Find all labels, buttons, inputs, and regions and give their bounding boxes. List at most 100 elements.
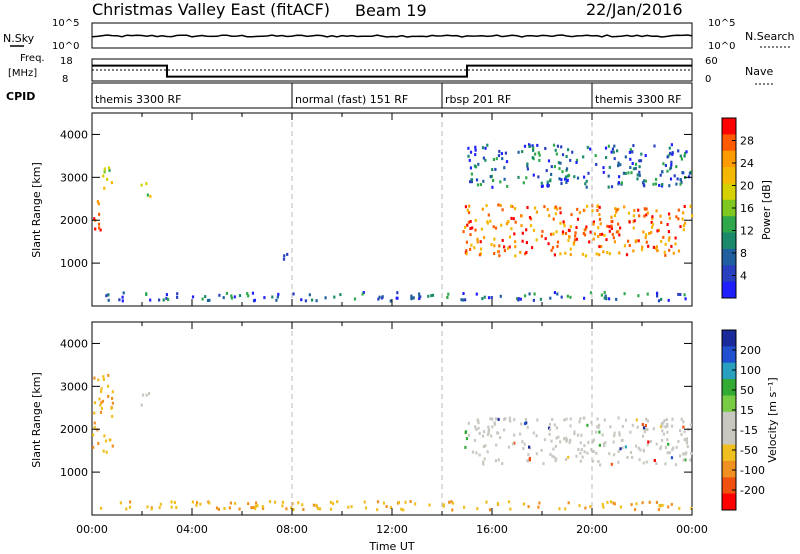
data-cell — [353, 297, 357, 301]
data-cell — [682, 228, 685, 232]
data-cell — [686, 445, 689, 449]
data-cell — [497, 203, 500, 207]
data-cell — [646, 211, 649, 215]
y-tick-label: 1000 — [60, 466, 88, 479]
data-cell — [613, 453, 616, 457]
data-cell — [223, 507, 226, 510]
data-cell — [681, 171, 684, 174]
data-cell — [653, 459, 656, 462]
data-cell — [525, 421, 528, 425]
data-cell — [486, 450, 489, 454]
colorbar-tick-label: -50 — [740, 444, 758, 457]
data-cell — [121, 295, 124, 299]
data-cell — [559, 440, 562, 444]
data-cell — [99, 410, 103, 414]
data-cell — [684, 452, 687, 456]
data-cell — [97, 222, 101, 226]
data-cell — [569, 158, 572, 162]
data-cell — [100, 407, 103, 410]
data-cell — [575, 226, 578, 229]
data-cell — [685, 441, 688, 445]
data-cell — [556, 240, 560, 244]
data-cell — [482, 179, 485, 183]
data-cell — [582, 232, 585, 235]
data-cell — [482, 156, 485, 160]
data-cell — [608, 225, 611, 229]
data-cell — [478, 253, 481, 257]
data-cell — [621, 438, 624, 442]
data-cell — [478, 431, 481, 435]
data-cell — [528, 445, 531, 449]
data-cell — [584, 506, 587, 510]
data-cell — [486, 221, 489, 225]
data-cell — [427, 294, 430, 298]
data-cell — [554, 444, 557, 448]
data-cell — [562, 220, 565, 224]
data-cell — [556, 144, 559, 148]
data-cell — [505, 222, 509, 226]
data-cell — [645, 233, 648, 237]
data-cell — [102, 375, 105, 379]
data-cell — [474, 228, 477, 232]
data-cell — [329, 500, 332, 504]
data-cell — [647, 440, 650, 444]
data-cell — [579, 451, 582, 455]
data-cell — [535, 434, 538, 438]
data-cell — [487, 428, 490, 432]
data-cell — [631, 455, 634, 459]
data-cell — [567, 228, 570, 232]
colorbar-swatch — [722, 444, 736, 462]
data-cell — [300, 298, 303, 302]
data-cell — [546, 208, 549, 211]
data-cell — [608, 452, 611, 456]
y-tick-label: 2000 — [60, 214, 88, 227]
data-cell — [94, 227, 97, 231]
data-cell — [664, 446, 667, 450]
data-cell — [623, 244, 626, 248]
velocity-ylabel: Slant Range [km] — [30, 372, 43, 468]
data-cell — [589, 230, 592, 234]
colorbar-swatch — [722, 395, 736, 413]
data-cell — [636, 173, 639, 177]
data-cell — [625, 253, 629, 257]
data-cell — [583, 233, 587, 237]
data-cell — [666, 223, 669, 226]
data-cell — [482, 460, 485, 464]
data-cell — [218, 293, 221, 297]
data-cell — [675, 215, 678, 219]
data-cell — [496, 431, 499, 435]
data-cell — [655, 442, 658, 446]
data-cell — [659, 214, 662, 218]
data-cell — [564, 231, 568, 235]
data-cell — [517, 298, 520, 302]
data-cell — [603, 233, 606, 237]
data-cell — [364, 506, 368, 510]
data-cell — [412, 296, 415, 300]
data-cell — [146, 193, 149, 197]
data-cell — [599, 463, 602, 467]
data-cell — [158, 506, 161, 510]
data-cell — [596, 204, 599, 208]
data-cell — [598, 423, 601, 427]
data-cell — [656, 248, 659, 252]
data-cell — [389, 506, 392, 510]
data-cell — [610, 462, 613, 466]
data-cell — [586, 451, 589, 455]
data-cell — [514, 245, 517, 249]
data-cell — [531, 156, 534, 160]
data-cell — [651, 222, 655, 226]
data-cell — [661, 429, 664, 433]
data-cell — [682, 211, 685, 215]
data-cell — [640, 152, 643, 156]
data-cell — [527, 453, 530, 457]
data-cell — [591, 440, 594, 444]
data-cell — [603, 291, 606, 295]
data-cell — [489, 175, 492, 179]
data-cell — [554, 459, 557, 463]
data-cell — [565, 167, 569, 171]
data-cell — [191, 500, 194, 504]
data-cell — [499, 204, 502, 207]
data-cell — [336, 500, 339, 504]
data-cell — [558, 177, 561, 181]
data-cell — [467, 211, 471, 215]
